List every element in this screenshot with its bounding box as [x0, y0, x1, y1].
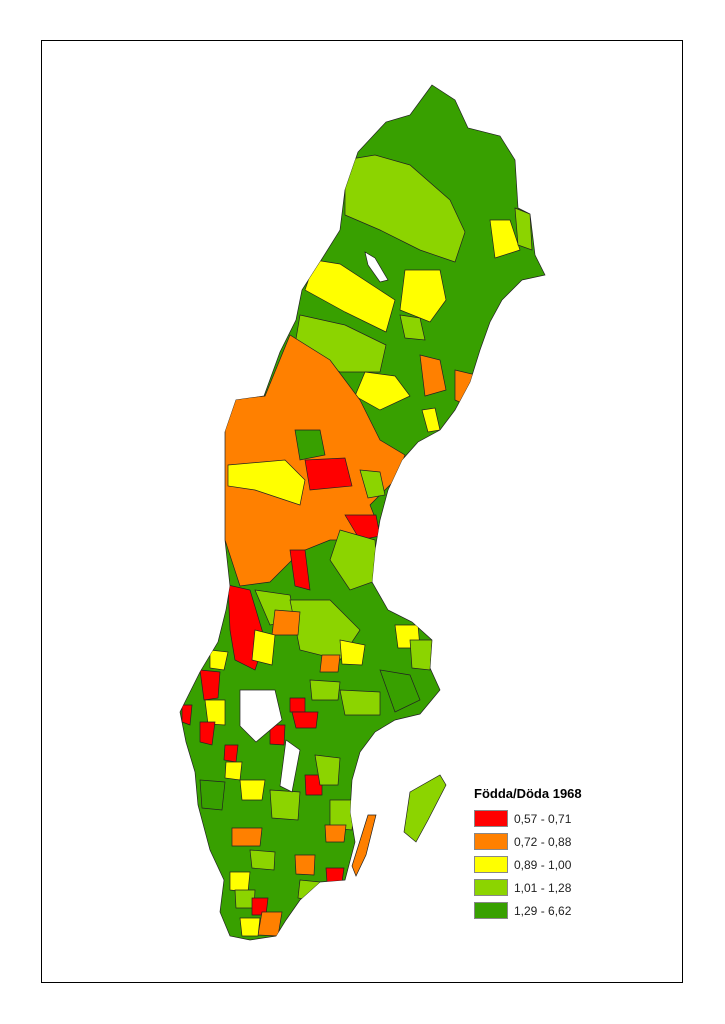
municipality-region: [419, 354, 447, 397]
municipality-region: [399, 314, 426, 341]
legend-label: 0,72 - 0,88: [514, 834, 572, 849]
municipality-region: [289, 549, 311, 591]
municipality-region: [314, 754, 341, 786]
legend-item: 0,89 - 1,00: [474, 853, 582, 876]
municipality-region: [199, 779, 226, 811]
municipality-region: [421, 407, 441, 433]
legend-item: 0,57 - 0,71: [474, 807, 582, 830]
municipality-region: [269, 789, 301, 821]
municipality-region: [181, 704, 193, 726]
municipality-region: [249, 849, 276, 871]
legend-swatch: [474, 856, 508, 873]
island-gotland: [403, 774, 447, 843]
municipality-region: [324, 824, 347, 843]
municipality-region: [489, 219, 521, 259]
municipality-region: [399, 269, 447, 323]
municipality-region: [271, 609, 301, 636]
municipality-region: [339, 639, 366, 666]
municipality-region: [294, 854, 316, 876]
municipality-region: [339, 689, 381, 716]
municipality-region: [359, 469, 386, 499]
municipality-region: [329, 799, 356, 831]
municipality-region: [239, 917, 261, 937]
legend-label: 1,29 - 6,62: [514, 903, 572, 918]
municipality-region: [224, 761, 243, 781]
legend-label: 0,89 - 1,00: [514, 857, 572, 872]
municipality-region: [329, 529, 379, 591]
municipality-region: [199, 721, 216, 746]
municipality-region: [304, 457, 353, 491]
municipality-region: [251, 629, 276, 666]
municipality-region: [319, 654, 341, 673]
municipality-region: [304, 259, 396, 333]
legend-swatch: [474, 833, 508, 850]
municipality-region: [291, 711, 319, 729]
island-oland: [351, 814, 377, 877]
municipality-region: [289, 697, 306, 713]
municipality-region: [223, 744, 239, 763]
municipality-region: [269, 724, 286, 746]
municipality-region: [304, 774, 323, 796]
municipality-region: [344, 154, 466, 263]
municipality-region: [454, 369, 477, 406]
legend-swatch: [474, 810, 508, 827]
lake-north: [364, 251, 389, 283]
legend-title: Födda/Döda 1968: [474, 786, 582, 801]
legend-item: 0,72 - 0,88: [474, 830, 582, 853]
legend-label: 1,01 - 1,28: [514, 880, 572, 895]
municipality-region: [209, 649, 229, 671]
municipality-region: [514, 207, 533, 251]
municipality-region: [204, 699, 226, 726]
legend-swatch: [474, 902, 508, 919]
municipality-region: [239, 779, 266, 801]
legend-label: 0,57 - 0,71: [514, 811, 572, 826]
municipality-region: [294, 429, 326, 461]
municipality-region: [229, 871, 251, 893]
municipality-region: [231, 827, 263, 847]
legend: Födda/Döda 1968 0,57 - 0,71 0,72 - 0,88 0,…: [474, 786, 582, 922]
municipality-region: [309, 679, 341, 701]
municipality-region: [409, 639, 433, 671]
municipality-region: [297, 879, 321, 901]
municipality-region: [227, 459, 306, 506]
lake-vattern: [279, 739, 301, 793]
municipality-region: [325, 867, 345, 883]
lake-vanern: [239, 689, 283, 743]
map-frame: [41, 40, 683, 983]
municipality-region: [379, 669, 421, 713]
legend-swatch: [474, 879, 508, 896]
municipality-region: [354, 371, 411, 411]
municipality-region: [199, 669, 221, 701]
legend-item: 1,29 - 6,62: [474, 899, 582, 922]
legend-item: 1,01 - 1,28: [474, 876, 582, 899]
